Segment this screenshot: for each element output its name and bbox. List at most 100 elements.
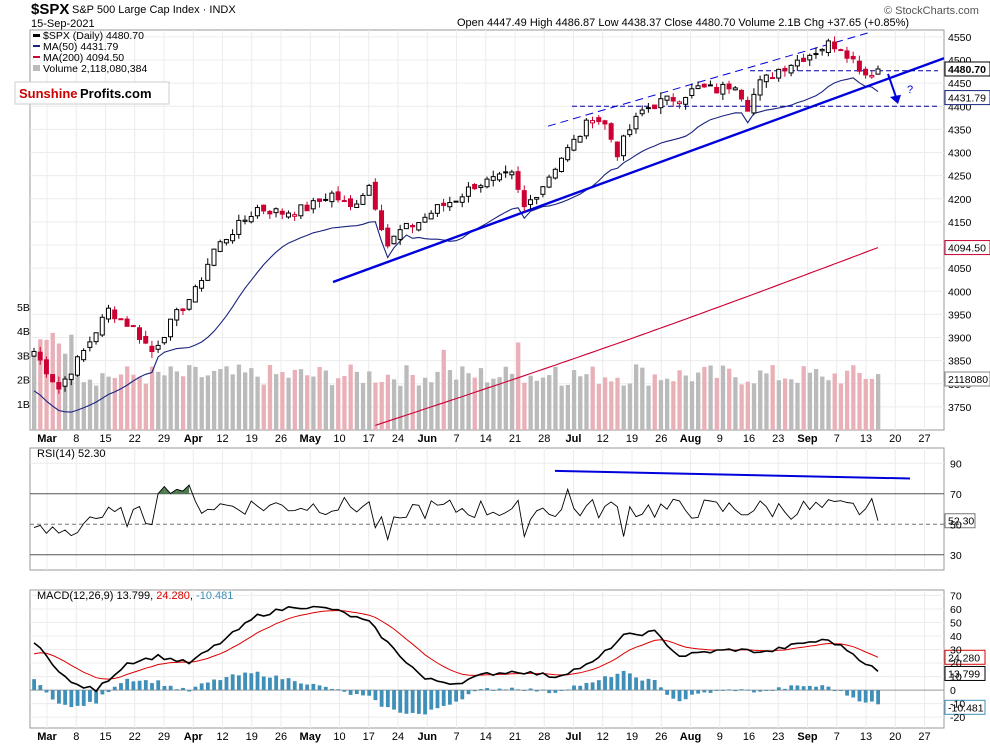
macd-signal-value: 24.280 <box>948 652 980 664</box>
macd-histogram-bar <box>94 690 99 704</box>
macd-histogram-bar <box>81 690 86 706</box>
candle-body <box>441 202 447 206</box>
macd-histogram-bar <box>348 690 353 695</box>
volume-bar <box>534 380 539 430</box>
candle-body <box>316 198 322 202</box>
volume-bar <box>844 370 850 430</box>
x-tick-label: 12 <box>597 731 609 743</box>
macd-histogram-bar <box>255 671 260 691</box>
rsi-divergence-line <box>554 469 911 480</box>
candle-body <box>627 129 633 136</box>
candle-body <box>521 190 527 208</box>
down-arrow-head <box>890 94 901 104</box>
candle-body <box>410 224 416 228</box>
candle-body <box>292 214 298 217</box>
y-tick-label: 3900 <box>948 333 972 345</box>
macd-tick-label: 30 <box>950 645 962 657</box>
volume-bar <box>764 373 769 430</box>
volume-bar <box>379 381 384 430</box>
candle-body <box>652 104 658 110</box>
macd-histogram-bar <box>199 683 204 691</box>
macd-histogram-bar <box>733 690 738 692</box>
annotation-question: ? <box>907 84 913 96</box>
macd-histogram-bar <box>143 680 148 691</box>
volume-bar <box>509 373 515 430</box>
volume-bar <box>497 377 502 430</box>
volume-bar <box>168 366 173 430</box>
legend-price-swatch <box>33 34 40 37</box>
candle-body <box>304 204 310 212</box>
macd-histogram-bar <box>137 680 142 691</box>
x-tick-label: 19 <box>246 731 258 743</box>
candle-body <box>807 54 813 61</box>
legend-ma50-swatch <box>33 45 40 47</box>
volume-tick-label: 3B <box>17 350 30 362</box>
candle-body <box>236 219 242 235</box>
candle-body <box>577 135 583 143</box>
x-tick-label: 29 <box>158 433 170 445</box>
volume-bar <box>199 377 204 430</box>
macd-histogram-bar <box>876 690 880 705</box>
volume-bar <box>559 385 564 430</box>
symbol: $SPX <box>31 1 69 18</box>
candle-body <box>285 212 291 218</box>
volume-bar <box>460 366 465 430</box>
volume-bar <box>596 383 602 430</box>
x-tick-label: Jun <box>417 731 437 743</box>
x-tick-label: Jul <box>566 731 582 743</box>
volume-bar <box>218 369 223 430</box>
candle-body <box>248 216 254 223</box>
volume-bar <box>727 368 732 430</box>
volume-bar <box>292 369 297 430</box>
macd-histogram-bar <box>57 690 61 704</box>
volume-bar <box>590 366 595 430</box>
candle-body <box>596 117 602 123</box>
candle-body <box>496 173 502 181</box>
volume-bar <box>174 371 180 430</box>
x-tick-label: Aug <box>680 433 701 445</box>
macd-histogram-bar <box>789 685 794 691</box>
volume-bar <box>187 365 192 430</box>
volume-bar <box>367 371 372 430</box>
candle-body <box>844 50 850 59</box>
volume-bar <box>671 381 676 430</box>
volume-bar <box>733 377 738 430</box>
candle-body <box>503 171 509 174</box>
candle-body <box>751 93 757 114</box>
candle-body <box>509 171 515 176</box>
x-tick-label: 28 <box>538 731 550 743</box>
candle-body <box>838 49 844 52</box>
macd-histogram-bar <box>32 679 36 691</box>
volume-bar <box>615 377 620 430</box>
macd-histogram-bar <box>168 685 173 691</box>
x-tick-label: Apr <box>184 433 204 445</box>
volume-bar <box>851 365 856 430</box>
candle-body <box>738 89 744 100</box>
volume-bar <box>429 382 434 430</box>
x-tick-label: 14 <box>480 731 492 743</box>
volume-bar <box>491 378 496 430</box>
volume-bar <box>708 365 713 430</box>
volume-bar <box>640 367 645 430</box>
ma200-line <box>375 247 879 426</box>
candle-body <box>230 234 236 242</box>
volume-bar <box>162 375 167 430</box>
legend-price: $SPX (Daily) 4480.70 <box>43 30 144 42</box>
volume-bar <box>454 379 459 430</box>
macd-histogram-bar <box>714 690 719 691</box>
x-tick-label: 21 <box>509 433 521 445</box>
candle-body <box>143 335 149 344</box>
volume-bar <box>751 383 757 430</box>
candle-body <box>422 216 428 223</box>
candle-body <box>192 286 198 303</box>
volume-tick-label: 4B <box>17 326 30 338</box>
x-tick-label: 23 <box>772 433 784 445</box>
volume-bar <box>205 375 211 430</box>
volume-bar <box>826 380 831 430</box>
macd-histogram-bar <box>317 685 322 691</box>
volume-bar <box>106 376 111 430</box>
volume-bar <box>348 364 353 430</box>
macd-histogram-bar <box>361 690 365 696</box>
x-tick-label: 26 <box>275 731 287 743</box>
volume-bar <box>435 371 440 430</box>
